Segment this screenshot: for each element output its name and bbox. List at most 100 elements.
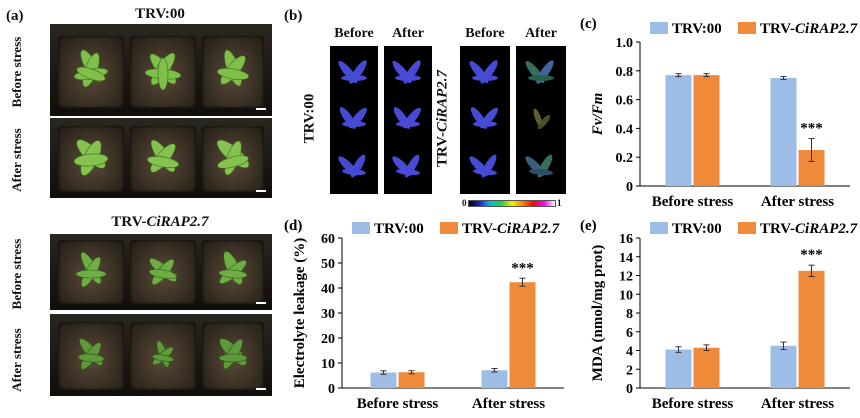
x-tick-label-d: Before stress xyxy=(357,396,439,412)
row-label-trv00: TRV:00 xyxy=(301,93,318,144)
legend-c: TRV:00 TRV-CiRAP2.7 xyxy=(650,21,858,37)
photo-trv00-before xyxy=(50,24,272,116)
y-tick-label-e: 6 xyxy=(626,326,633,341)
bar-e-trvgene-0 xyxy=(693,347,720,388)
panel-b-label: (b) xyxy=(284,8,303,24)
y-tick-label-c: 0.4 xyxy=(616,122,634,137)
panel-c-label: (c) xyxy=(580,16,597,32)
x-tick-label-d: After stress xyxy=(472,396,545,412)
legend-label-trv00: TRV:00 xyxy=(374,221,424,237)
fluor-trvgene-after xyxy=(516,46,566,194)
fluor-trv00-after xyxy=(384,46,432,194)
bar-d-trv00-1 xyxy=(481,370,508,388)
scale-bar xyxy=(256,108,266,110)
y-tick-label-c: 0.8 xyxy=(616,65,634,80)
col-label-before-2: Before xyxy=(465,26,505,41)
chart-e: (e) TRV:00 TRV-CiRAP2.7 0 2 4 6 8 10 12 14 16 MDA (n… xyxy=(580,218,858,412)
legend-label-trvgene: TRV-CiRAP2.7 xyxy=(760,21,858,37)
legend-swatch-trvgene xyxy=(440,222,458,234)
scale-bar xyxy=(256,190,266,192)
legend-swatch-trv00 xyxy=(650,222,668,234)
row-label-trvgene: TRV-CiRAP2.7 xyxy=(434,69,451,168)
row-label-before-2: Before stress xyxy=(9,238,24,310)
legend-swatch-trvgene xyxy=(738,22,756,34)
chart-d: (d) TRV:00 TRV-CiRAP2.7 0 10 20 30 40 50 60 Electr… xyxy=(284,218,564,412)
fluor-trvgene-before xyxy=(460,46,510,194)
legend-swatch-trvgene xyxy=(738,222,756,234)
colorbar-min: 0 xyxy=(462,198,467,208)
legend-label-trv00: TRV:00 xyxy=(672,221,722,237)
panel-e-label: (e) xyxy=(580,218,597,234)
legend-label-trv00: TRV:00 xyxy=(672,21,722,37)
y-tick-label-c: 0 xyxy=(626,180,633,195)
y-tick-label-d: 60 xyxy=(321,232,335,247)
plants-trv00-after xyxy=(73,139,250,176)
row-label-after-1: After stress xyxy=(9,128,24,192)
plants-trv00-before xyxy=(73,49,250,91)
legend-swatch-trv00 xyxy=(352,222,370,234)
x-tick-label-e: After stress xyxy=(761,396,834,412)
y-tick-label-c: 1.0 xyxy=(616,36,634,51)
y-axis-label-c: Fv/Fm xyxy=(590,93,606,137)
fluor-leaves-trv00-before xyxy=(338,60,367,178)
panel-d-label: (d) xyxy=(284,218,302,234)
bar-e-trv00-1 xyxy=(770,345,797,388)
bar-c-trv00-0 xyxy=(665,75,692,186)
col-label-after-1: After xyxy=(392,26,424,41)
legend-label-trvgene: TRV-CiRAP2.7 xyxy=(760,221,858,237)
y-axis-label-e: MDA (nmol/mg prot) xyxy=(590,245,606,381)
bar-d-trv00-0 xyxy=(370,372,397,388)
colorbar-max: 1 xyxy=(557,198,562,208)
bar-c-trvgene-0 xyxy=(693,75,720,186)
y-tick-label-d: 0 xyxy=(328,382,335,397)
row-label-before-1: Before stress xyxy=(9,36,24,108)
legend-d: TRV:00 TRV-CiRAP2.7 xyxy=(352,221,560,237)
y-tick-label-e: 0 xyxy=(626,382,633,397)
legend-e: TRV:00 TRV-CiRAP2.7 xyxy=(650,221,858,237)
panel-a-label: (a) xyxy=(6,8,24,24)
y-tick-label-e: 2 xyxy=(626,363,633,378)
x-tick-label-e: Before stress xyxy=(652,396,734,412)
photo-trvgene-before xyxy=(50,234,272,310)
plants-trvgene-after xyxy=(77,338,248,370)
bar-e-trvgene-1 xyxy=(798,270,825,388)
significance-e: *** xyxy=(800,247,823,263)
scale-bar xyxy=(256,302,266,304)
y-tick-label-e: 16 xyxy=(619,232,633,247)
x-tick-label-c: Before stress xyxy=(652,194,734,210)
significance-d: *** xyxy=(511,260,534,276)
y-tick-label-e: 8 xyxy=(626,307,633,322)
col-label-before-1: Before xyxy=(334,26,374,41)
y-tick-label-d: 10 xyxy=(321,357,335,372)
y-tick-label-c: 0.6 xyxy=(616,94,634,109)
x-tick-label-c: After stress xyxy=(761,194,834,210)
bar-d-trvgene-1 xyxy=(509,282,536,388)
legend-swatch-trv00 xyxy=(650,22,668,34)
y-tick-label-d: 40 xyxy=(321,282,335,297)
colorbar xyxy=(468,200,556,207)
fluor-leaves-trvgene-after xyxy=(525,60,554,178)
fluor-leaves-trvgene-before xyxy=(469,60,498,178)
y-tick-label-d: 50 xyxy=(321,257,335,272)
fluor-trv00-before xyxy=(330,46,378,194)
bar-c-trv00-1 xyxy=(770,78,797,186)
panel-a-title-trv00: TRV:00 xyxy=(135,6,185,22)
photo-trvgene-after xyxy=(50,314,272,396)
row-label-after-2: After stress xyxy=(9,328,24,392)
y-tick-label-d: 30 xyxy=(321,307,335,322)
legend-label-trvgene: TRV-CiRAP2.7 xyxy=(462,221,560,237)
col-label-after-2: After xyxy=(525,26,557,41)
fluor-leaves-trv00-after xyxy=(392,60,421,178)
bar-d-trvgene-0 xyxy=(398,372,425,388)
y-tick-label-e: 10 xyxy=(619,288,633,303)
significance-c: *** xyxy=(800,120,823,136)
y-axis-label-d: Electrolyte leakage (%) xyxy=(292,238,308,389)
bar-e-trv00-0 xyxy=(665,349,692,388)
photo-trv00-after xyxy=(50,118,272,198)
y-tick-label-d: 20 xyxy=(321,332,335,347)
y-tick-label-e: 14 xyxy=(619,251,633,266)
chart-c: (c) TRV:00 TRV-CiRAP2.7 0 0.2 0.4 0.6 0.8 1.0 Fv/… xyxy=(580,16,858,210)
y-tick-label-c: 0.2 xyxy=(616,151,634,166)
panel-a-title-trvgene: TRV-CiRAP2.7 xyxy=(111,214,209,230)
plants-trvgene-before xyxy=(75,251,248,288)
